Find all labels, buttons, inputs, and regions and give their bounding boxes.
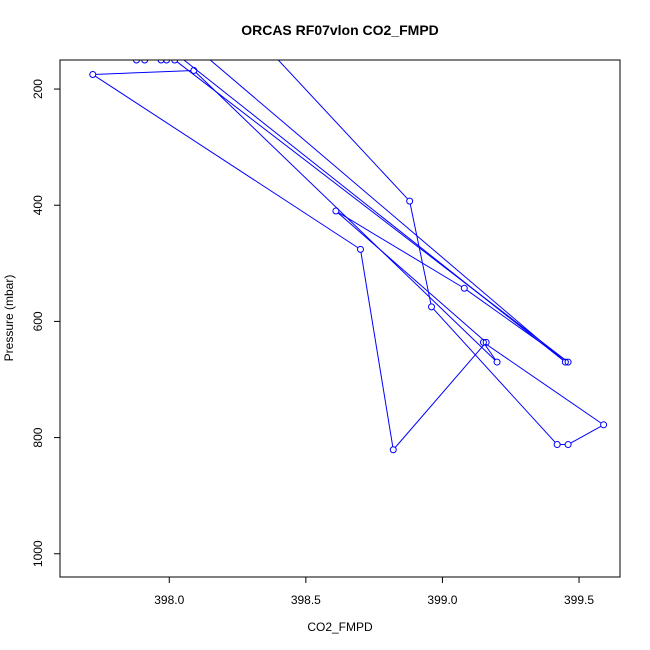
y-axis: 200 400 600 800 1000 — [31, 79, 60, 567]
chart-title: ORCAS RF07vlon CO2_FMPD — [241, 22, 439, 38]
series-line-segment — [485, 343, 602, 424]
series-line-segment — [209, 60, 564, 361]
series-line-segment — [409, 203, 432, 305]
data-point — [166, 45, 172, 51]
series-line-segment — [95, 75, 359, 249]
data-point — [479, 338, 487, 346]
series-line-segment — [139, 49, 166, 59]
x-tick-label: 398.5 — [291, 593, 321, 607]
y-tick-label: 400 — [31, 195, 45, 215]
data-point — [564, 441, 572, 449]
y-tick-label: 200 — [31, 79, 45, 99]
data-point — [163, 60, 171, 64]
data-point — [132, 60, 140, 64]
series-line-segment — [433, 308, 556, 443]
series-line-segment — [337, 212, 485, 341]
data-point — [460, 284, 468, 292]
data-point — [157, 60, 165, 64]
x-tick-label: 399.5 — [564, 593, 594, 607]
data-point — [406, 197, 414, 205]
data-point — [389, 446, 397, 454]
data-point — [190, 66, 198, 74]
data-point — [482, 338, 490, 346]
plot-area — [89, 45, 608, 454]
data-point — [141, 60, 149, 64]
data-point — [89, 71, 97, 79]
plot-frame — [59, 59, 621, 578]
x-tick-label: 399.0 — [427, 593, 457, 607]
data-point — [564, 358, 572, 366]
data-point — [194, 45, 200, 51]
series-line-segment — [95, 70, 191, 75]
y-tick-label: 1000 — [31, 540, 45, 567]
x-axis: 398.0 398.5 399.0 399.5 — [154, 577, 594, 607]
y-tick-label: 600 — [31, 311, 45, 331]
series-line-segment — [360, 252, 394, 447]
series-line-segment — [277, 60, 408, 200]
data-point — [428, 303, 436, 311]
data-point — [561, 358, 569, 366]
x-tick-label: 398.0 — [154, 593, 184, 607]
data-point — [171, 60, 179, 64]
data-point — [332, 207, 340, 215]
series-line-segment — [484, 344, 496, 360]
y-axis-label: Pressure (mbar) — [2, 275, 16, 362]
x-axis-label: CO2_FMPD — [307, 620, 373, 634]
data-point — [600, 421, 608, 429]
data-point — [356, 245, 364, 253]
y-tick-label: 800 — [31, 427, 45, 447]
series-line-segment — [338, 212, 462, 288]
series-line-segment — [570, 425, 602, 444]
series-line-segment — [183, 60, 564, 361]
data-point — [553, 441, 561, 449]
series-line-segment — [394, 344, 485, 448]
data-point — [493, 358, 501, 366]
